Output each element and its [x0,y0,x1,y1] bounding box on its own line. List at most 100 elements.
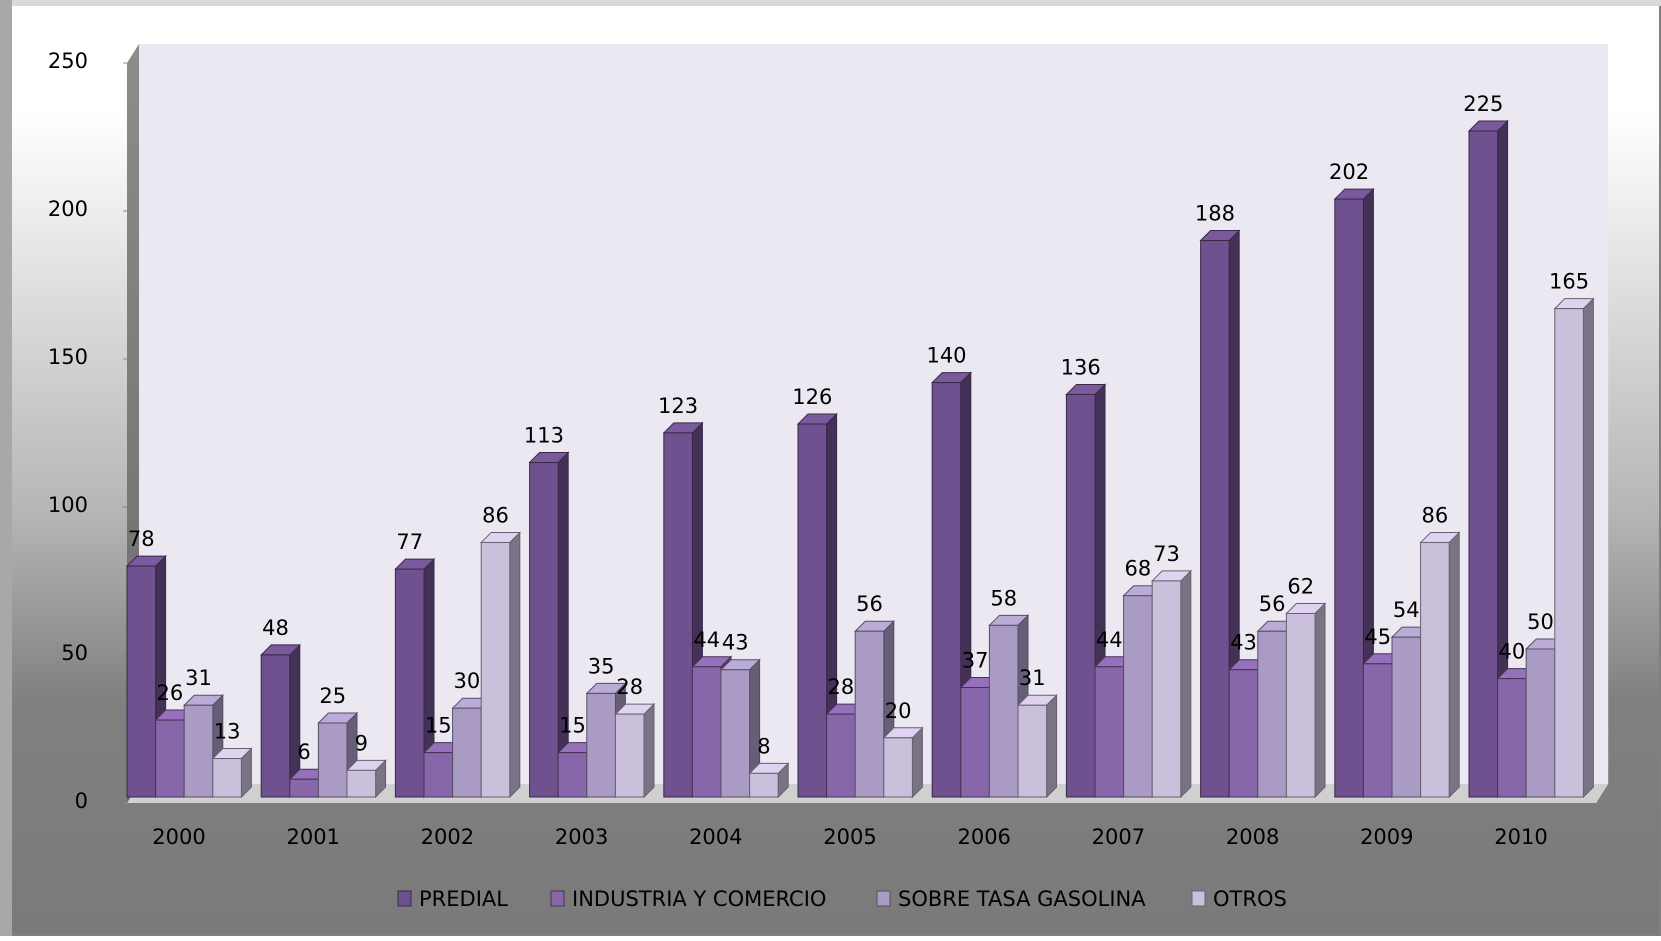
value-label: 43 [722,631,749,655]
value-label: 28 [828,675,855,699]
bar-side [509,531,521,799]
bar [720,669,751,798]
x-tick-label: 2004 [689,825,742,849]
value-label: 136 [1061,355,1101,379]
bar [289,778,319,798]
x-tick-label: 2000 [152,825,205,849]
value-label: 73 [1153,542,1180,566]
bar [614,713,645,798]
bar [1151,580,1182,798]
bar [1525,648,1556,798]
value-label: 31 [185,666,212,690]
value-label: 45 [1364,625,1391,649]
bar-side [1046,694,1058,799]
value-label: 28 [616,675,643,699]
bar-side [643,702,655,799]
x-tick-label: 2002 [421,825,474,849]
value-label: 54 [1393,598,1420,622]
bar [1065,393,1096,798]
value-label: 113 [524,424,564,448]
bar [1200,240,1230,798]
bar [960,686,990,798]
bar [854,630,885,798]
bar [931,382,962,798]
legend-label: OTROS [1213,887,1287,911]
value-label: 50 [1527,610,1554,634]
value-label: 56 [1259,592,1286,616]
bar [394,568,425,798]
value-label: 20 [885,699,912,723]
legend-label: PREDIAL [419,887,508,911]
bar [423,752,454,798]
bar [1228,669,1259,798]
bar [1285,612,1316,798]
y-tick-label: 150 [48,345,88,369]
value-label: 202 [1329,160,1369,184]
value-label: 35 [588,654,615,678]
value-label: 77 [396,530,423,554]
legend-swatch [550,890,565,907]
y-tick-label: 100 [48,493,88,517]
value-label: 86 [1422,503,1449,527]
x-tick-label: 2008 [1226,825,1279,849]
bar [126,565,157,798]
x-tick-label: 2007 [1092,825,1145,849]
bar [557,752,588,798]
bar [1257,630,1287,798]
y-tick-label: 50 [61,641,88,665]
bar [212,758,242,798]
value-label: 140 [926,344,966,368]
bar [797,423,828,798]
value-label: 68 [1125,557,1152,581]
value-label: 86 [482,503,509,527]
bar [883,737,913,798]
frame-left [0,0,12,936]
value-label: 15 [559,714,586,738]
bar [1497,678,1527,798]
bar [826,713,856,798]
bar-side [1582,297,1594,799]
value-label: 31 [1019,666,1046,690]
value-label: 13 [214,720,241,744]
bar [183,704,214,798]
bar-side [1180,569,1192,799]
bar-side [1448,531,1460,799]
bar [1094,666,1125,798]
y-tick-label: 0 [75,789,88,813]
legend-swatch [397,890,412,907]
bar [529,462,559,798]
value-label: 40 [1499,640,1526,664]
legend-label: INDUSTRIA Y COMERCIO [572,887,826,911]
y-tick-label: 200 [48,197,88,221]
x-tick-label: 2009 [1360,825,1413,849]
x-tick-label: 2005 [823,825,876,849]
x-tick-label: 2006 [957,825,1010,849]
y-tick-label: 250 [48,49,88,73]
value-label: 123 [658,394,698,418]
value-label: 26 [157,681,184,705]
value-label: 62 [1287,574,1314,598]
bar [452,707,482,798]
value-label: 58 [990,586,1017,610]
value-label: 6 [297,740,310,764]
value-label: 8 [757,734,770,758]
x-tick-label: 2001 [286,825,339,849]
value-label: 15 [425,714,452,738]
value-label: 25 [319,684,346,708]
bar-side [911,726,923,799]
bar [988,624,1019,798]
bar [1468,130,1499,798]
value-label: 37 [962,648,989,672]
legend-swatch [876,890,891,907]
bar [1391,636,1422,798]
bar [1554,308,1584,798]
bar-side [1314,602,1326,799]
value-label: 30 [454,669,481,693]
x-tick-label: 2010 [1494,825,1547,849]
bar [663,432,693,798]
value-label: 48 [262,616,289,640]
bar [691,666,722,798]
value-label: 126 [792,385,832,409]
bar [749,772,779,798]
value-label: 43 [1230,631,1257,655]
